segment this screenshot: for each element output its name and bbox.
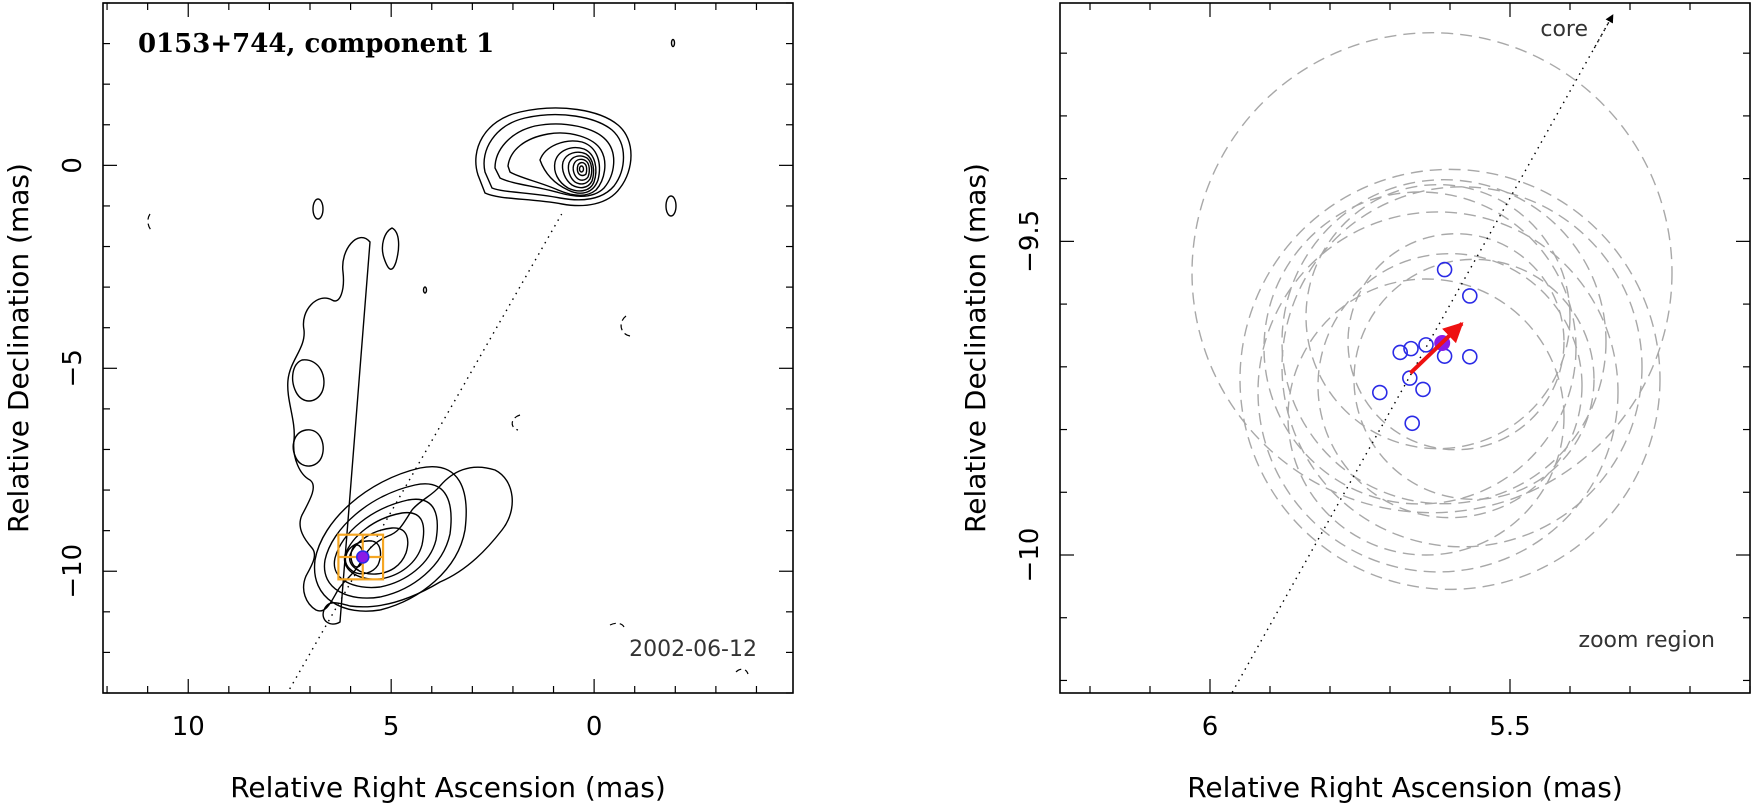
- motion-vector-arrow: [1409, 322, 1464, 375]
- jet-direction-line: [289, 213, 563, 690]
- error-circle: [1317, 252, 1583, 519]
- epoch-positions: [1372, 261, 1478, 432]
- error-circle: [1287, 278, 1565, 556]
- error-circle: [1257, 211, 1619, 573]
- error-circle: [1281, 179, 1607, 505]
- x-tick-label: 5: [383, 712, 400, 742]
- right-axis-ticks: 6 5.5 −9.5 −10: [1015, 3, 1751, 742]
- right-plot-frame: [1059, 2, 1751, 694]
- y-tick-label: −9.5: [1015, 210, 1045, 273]
- y-tick-label: −5: [58, 349, 88, 387]
- component-1-contours: [313, 466, 467, 612]
- plot-title: 0153+744, component 1: [138, 29, 494, 59]
- zoom-panel: 6 5.5 −9.5 −10 core zoom region Relative Ri…: [959, 2, 1751, 804]
- epoch-position-marker: [1436, 348, 1453, 364]
- core-label: core: [1540, 17, 1588, 42]
- error-circle: [1191, 32, 1673, 514]
- epoch-position-marker: [1404, 415, 1420, 432]
- epoch-position-marker: [1403, 340, 1419, 357]
- error-circle: [1305, 183, 1571, 450]
- y-tick-label: −10: [1015, 528, 1045, 583]
- error-circles: [1191, 32, 1673, 591]
- left-x-axis-title: Relative Right Ascension (mas): [230, 771, 666, 804]
- jet-outer-contour: [287, 236, 513, 625]
- error-circle: [1347, 233, 1565, 451]
- epoch-position-marker: [1372, 384, 1388, 401]
- x-tick-label: 6: [1202, 712, 1219, 742]
- contour-map: [147, 38, 749, 690]
- epoch-position-marker: [1402, 370, 1418, 386]
- error-circle: [1281, 186, 1643, 548]
- epoch-position-marker: [1462, 288, 1478, 304]
- core-direction-arrow: [1593, 14, 1614, 49]
- zoom-region-label: zoom region: [1579, 628, 1715, 653]
- left-axis-ticks: 10 5 0 0 −5 −10: [58, 2, 793, 742]
- core-contours: [475, 107, 632, 207]
- epoch-position-marker: [1418, 337, 1434, 353]
- epoch-position-marker: [1392, 344, 1408, 361]
- y-tick-label: −10: [58, 544, 88, 599]
- epoch-position-marker: [1436, 261, 1453, 278]
- error-circle: [1353, 258, 1595, 501]
- error-circle: [1239, 168, 1661, 591]
- right-y-axis-title: Relative Declination (mas): [959, 163, 992, 533]
- negative-contours: [147, 213, 749, 675]
- right-x-axis-title: Relative Right Ascension (mas): [1187, 771, 1623, 804]
- x-tick-label: 0: [586, 712, 603, 742]
- y-tick-label: 0: [58, 157, 88, 174]
- observation-date: 2002-06-12: [629, 637, 757, 662]
- epoch-position-marker: [1415, 381, 1431, 398]
- x-tick-label: 10: [172, 712, 205, 742]
- component-1-marker: [356, 550, 370, 564]
- left-plot-frame: [102, 2, 794, 694]
- contour-panel: 10 5 0 0 −5 −10: [2, 2, 794, 804]
- epoch-position-marker: [1462, 348, 1478, 365]
- jet-direction-line: [1231, 21, 1610, 693]
- x-tick-label: 5.5: [1489, 712, 1530, 742]
- left-y-axis-title: Relative Declination (mas): [2, 163, 35, 533]
